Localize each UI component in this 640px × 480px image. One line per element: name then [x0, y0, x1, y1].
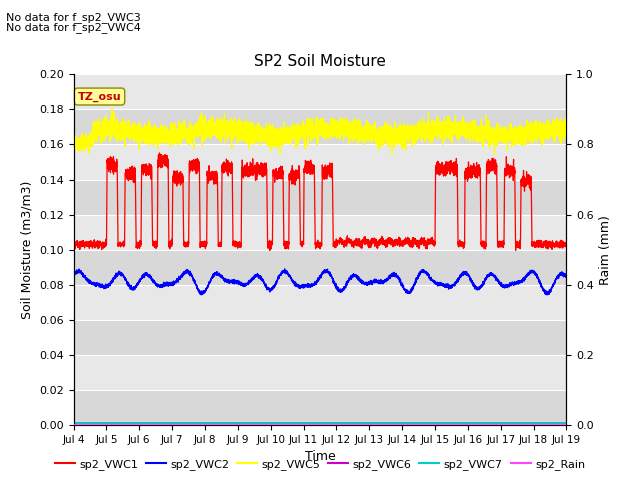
Bar — [74, 109, 566, 144]
Bar — [74, 390, 566, 425]
Bar — [74, 215, 566, 250]
Text: No data for f_sp2_VWC3: No data for f_sp2_VWC3 — [6, 12, 141, 23]
Bar — [74, 355, 566, 390]
Legend: sp2_VWC1, sp2_VWC2, sp2_VWC5, sp2_VWC6, sp2_VWC7, sp2_Rain: sp2_VWC1, sp2_VWC2, sp2_VWC5, sp2_VWC6, … — [51, 455, 589, 474]
Bar — [74, 285, 566, 320]
Text: No data for f_sp2_VWC4: No data for f_sp2_VWC4 — [6, 22, 141, 33]
Y-axis label: Raim (mm): Raim (mm) — [600, 215, 612, 285]
Bar — [74, 320, 566, 355]
Bar — [74, 250, 566, 285]
X-axis label: Time: Time — [305, 450, 335, 463]
Bar — [74, 180, 566, 215]
Bar — [74, 144, 566, 180]
Y-axis label: Soil Moisture (m3/m3): Soil Moisture (m3/m3) — [20, 180, 33, 319]
Title: SP2 Soil Moisture: SP2 Soil Moisture — [254, 54, 386, 69]
Text: TZ_osu: TZ_osu — [78, 91, 122, 102]
Bar — [74, 74, 566, 109]
